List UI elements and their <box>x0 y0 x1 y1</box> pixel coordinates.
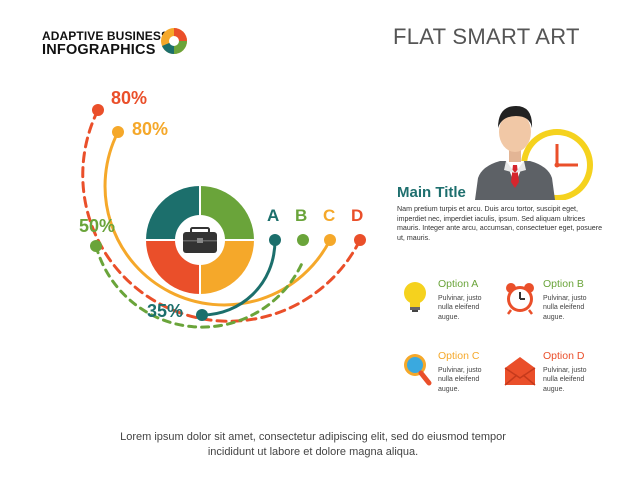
footer-line-2: incididunt ut labore et dolore magna ali… <box>207 446 419 458</box>
pie-logo-icon <box>161 28 187 54</box>
option-a-title: Option A <box>438 278 479 290</box>
pct-label-b: 50% <box>79 216 116 236</box>
brand-line-2: INFOGRAPHICS <box>42 41 156 58</box>
arc-a-start-dot <box>196 309 208 321</box>
arc-a <box>200 238 277 317</box>
alarm-clock-icon <box>506 283 534 315</box>
pct-label-d: 80% <box>111 88 148 108</box>
option-c-body: Pulvinar, justo nulla eleifend augue. <box>438 367 482 393</box>
arc-d-start-dot <box>92 104 104 116</box>
arc-d-end-dot <box>354 234 366 246</box>
businessman-clock-icon <box>475 106 593 200</box>
arc-b <box>94 244 305 329</box>
series-label-b: B <box>295 206 308 225</box>
option-c-title: Option C <box>438 350 480 362</box>
envelope-icon <box>504 357 536 386</box>
option-a-body: Pulvinar, justo nulla eleifend augue. <box>438 295 482 321</box>
page-title: FLAT SMART ART <box>393 24 580 49</box>
main-body: Nam pretium turpis et arcu. Duis arcu to… <box>397 205 603 242</box>
arc-c <box>103 130 332 307</box>
arc-b-end-dot <box>297 234 309 246</box>
arc-b-start-dot <box>90 240 102 252</box>
arc-a-end-dot <box>269 234 281 246</box>
main-title: Main Title <box>397 184 466 201</box>
option-b-body: Pulvinar, justo nulla eleifend augue. <box>543 295 587 321</box>
arc-c-start-dot <box>112 126 124 138</box>
brand-title: ADAPTIVE BUSINESS INFOGRAPHICS <box>42 30 169 58</box>
brand-line-1: ADAPTIVE BUSINESS <box>42 29 170 43</box>
arc-c-end-dot <box>324 234 336 246</box>
series-label-c: C <box>323 206 336 225</box>
footer-line-1: Lorem ipsum dolor sit amet, consectetur … <box>120 431 506 443</box>
magnifier-icon <box>404 354 432 386</box>
series-label-d: D <box>351 206 364 225</box>
series-label-a: A <box>267 206 280 225</box>
pct-label-a: 35% <box>147 301 184 321</box>
option-b-title: Option B <box>543 278 584 290</box>
option-d-title: Option D <box>543 350 585 362</box>
pct-label-c: 80% <box>132 119 169 139</box>
footer-text: Lorem ipsum dolor sit amet, consectetur … <box>0 430 626 460</box>
option-d-body: Pulvinar, justo nulla eleifend augue. <box>543 367 587 393</box>
arc-d <box>81 108 362 323</box>
briefcase-icon <box>183 227 217 253</box>
lightbulb-icon <box>404 282 426 312</box>
